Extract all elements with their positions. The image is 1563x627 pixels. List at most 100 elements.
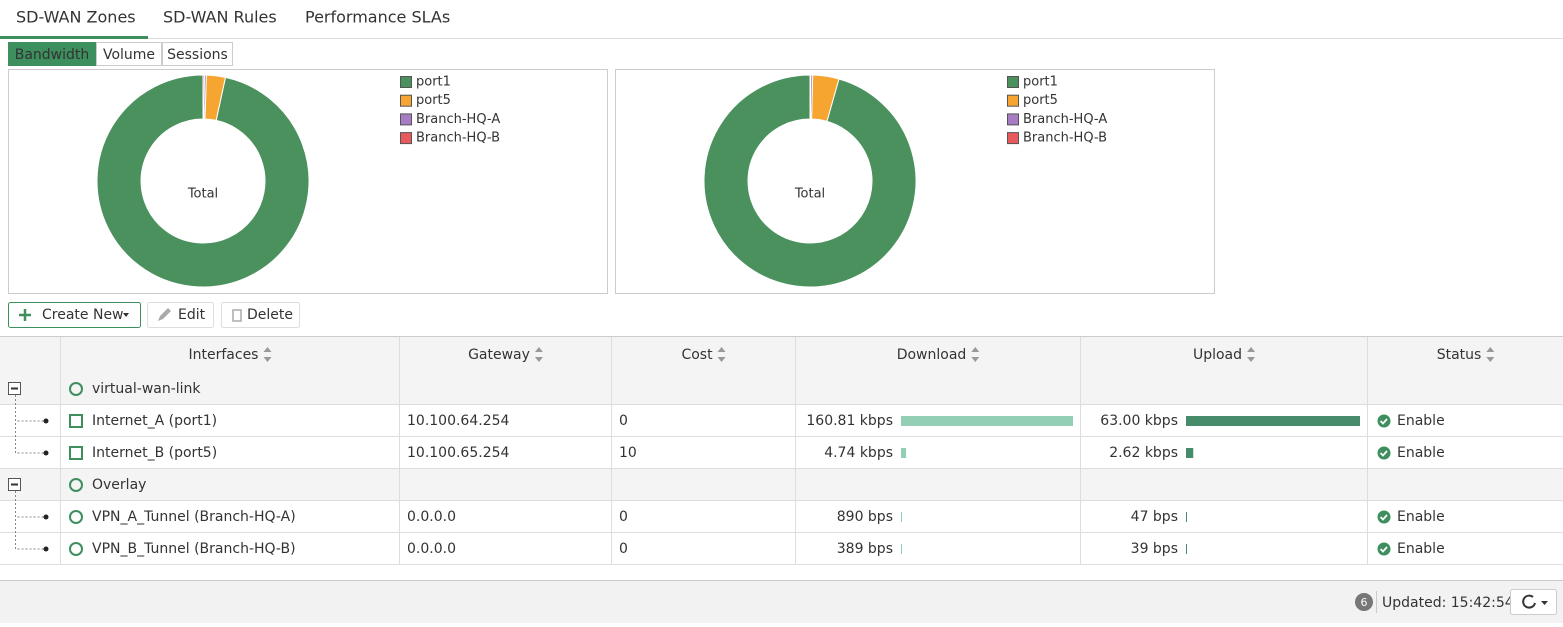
table-header [0,337,1563,373]
group-row [0,373,1563,405]
download-label: 160.81 kbps [806,413,893,429]
subtab[interactable] [162,42,233,66]
status: Enable [1397,413,1445,429]
column-header[interactable]: Cost [681,347,713,363]
legend-swatch [400,94,412,107]
download-bar [901,544,902,554]
port-icon [69,446,83,460]
subtab-label: Volume [103,47,155,63]
refresh-button[interactable] [1510,589,1557,615]
toolbar-button-label: Delete [247,307,293,323]
status-icon [1377,542,1391,556]
status-icon [1377,446,1391,460]
refresh-icon [1522,594,1536,609]
group-row [0,469,1563,501]
interface-name[interactable]: Internet_B (port5) [92,445,217,461]
interface-name[interactable]: VPN_A_Tunnel (Branch-HQ-A) [92,509,296,525]
footer [0,580,1563,623]
legend-label: port5 [1023,93,1058,108]
subtab-label: Sessions [167,47,228,63]
legend-label: Branch-HQ-A [1023,112,1107,127]
gateway: 0.0.0.0 [407,509,456,525]
legend-label: port1 [1023,75,1058,90]
column-header[interactable]: Status [1437,347,1482,363]
upload-label: 63.00 kbps [1100,413,1178,429]
chart-box [8,69,608,294]
interface-name[interactable]: VPN_B_Tunnel (Branch-HQ-B) [92,541,296,557]
zone-icon [69,382,83,396]
tab[interactable]: SD-WAN Zones [16,8,136,27]
legend-swatch [400,113,412,126]
tree-dot [43,418,49,424]
legend-swatch [1007,113,1019,126]
pencil-icon [158,308,171,321]
status-check [1379,418,1388,425]
upload-bar [1186,512,1187,522]
upload-label: 2.62 kbps [1109,445,1178,461]
status: Enable [1397,509,1445,525]
toolbar-button-label: Edit [178,307,206,323]
gateway: 10.100.64.254 [407,413,510,429]
chart-box [615,69,1215,294]
column-header[interactable]: Gateway [468,347,530,363]
upload-bar [1186,448,1194,458]
legend-label: Branch-HQ-B [1023,131,1107,146]
donut-segment [96,74,310,288]
legend-swatch [1007,76,1019,88]
legend-swatch [400,132,412,145]
cost: 0 [619,509,628,525]
sort-icon [971,347,980,362]
sort-icon [534,347,543,362]
cost: 0 [619,413,628,429]
tree-line [15,395,44,454]
zone-name[interactable]: Overlay [92,477,146,493]
tab-underline [0,36,148,39]
status-icon [1377,414,1391,428]
legend-swatch [1007,132,1019,145]
tab[interactable]: Performance SLAs [305,8,450,27]
column-header[interactable]: Interfaces [189,347,259,363]
upload-label: 39 bps [1131,541,1178,557]
column-header[interactable]: Download [897,347,967,363]
tree-dot [43,546,49,552]
column-header[interactable]: Upload [1193,347,1242,363]
zone-name[interactable]: virtual-wan-link [92,381,201,397]
download-bar [901,416,1073,426]
donut-segment [703,74,917,288]
donut-segment [809,74,812,120]
subtab[interactable] [96,42,162,66]
cost: 10 [619,445,637,461]
legend-swatch [1007,94,1019,107]
tunnel-icon [69,510,83,524]
gateway: 10.100.65.254 [407,445,510,461]
subtab[interactable] [8,42,96,66]
sort-icon [263,347,272,362]
cost: 0 [619,541,628,557]
donut-center-label: Total [794,187,825,202]
refresh-caret [1541,601,1548,605]
status-check [1379,546,1388,553]
donut-center-label: Total [187,187,218,202]
subtab-label: Bandwidth [15,47,90,63]
interface-name[interactable]: Internet_A (port1) [92,413,217,429]
updated-time: Updated: 15:42:54 [1382,595,1514,611]
caret-icon [123,313,129,317]
badge-count: 6 [1361,596,1368,609]
sort-icon [717,347,726,362]
trash-icon [232,309,242,322]
download-label: 389 bps [837,541,893,557]
tab[interactable]: SD-WAN Rules [163,8,277,27]
toolbar-button[interactable] [147,302,214,328]
tree-line [15,491,44,550]
sort-icon [1247,347,1256,362]
badge [1355,593,1373,611]
tunnel-icon [69,542,83,556]
tree-dot [43,514,49,520]
toolbar-button[interactable] [8,302,141,328]
status-icon [1377,510,1391,524]
legend-label: port5 [416,93,451,108]
tree-dot [43,450,49,456]
download-label: 890 bps [837,509,893,525]
